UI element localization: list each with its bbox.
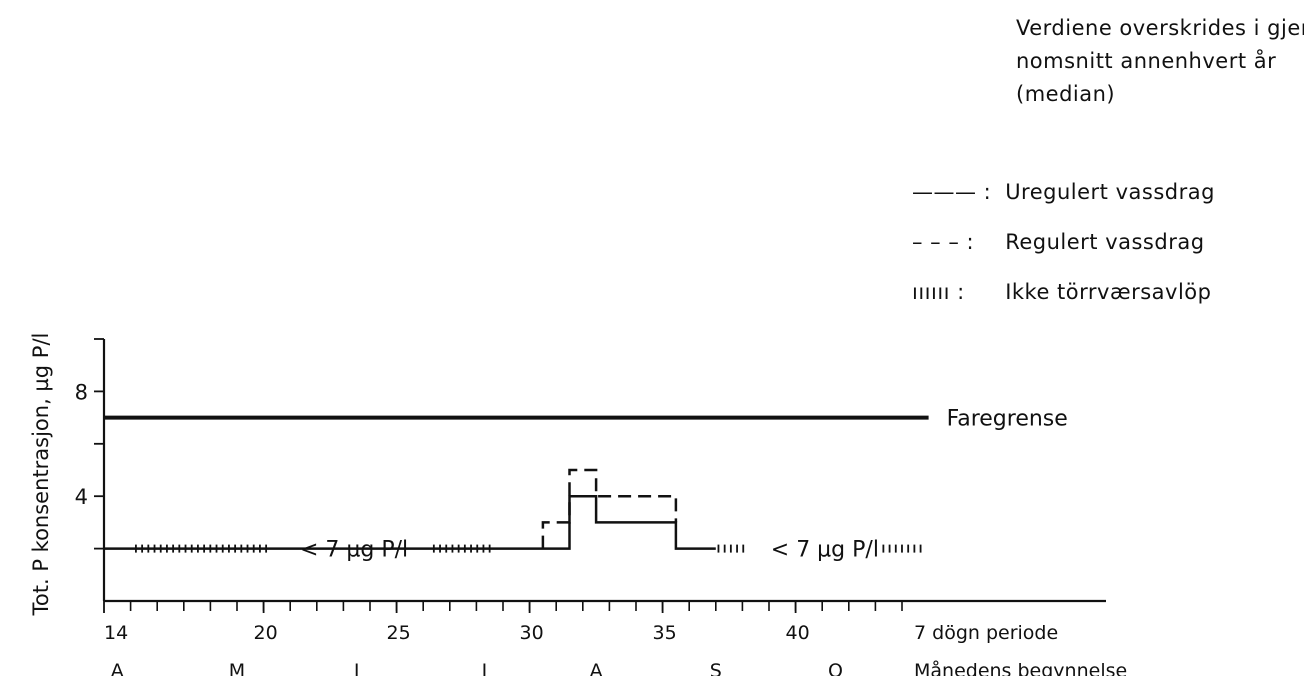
month-label: J (353, 660, 360, 676)
median-note-line: (median) (1016, 82, 1116, 106)
legend-symbol-dotted: ıııııı : (912, 280, 965, 304)
median-note-line: nomsnitt annenhvert år (1016, 49, 1277, 73)
x-tick-label: 40 (786, 622, 810, 644)
legend-symbol-solid: ——— : (912, 180, 992, 204)
legend-item-ikke-torrvaer: ıııııı : Ikke törrværsavlöp (912, 280, 1211, 304)
month-label: M (229, 660, 245, 676)
month-label: S (710, 660, 722, 676)
legend-label: Regulert vassdrag (1005, 230, 1205, 254)
legend-item-uregulert: ——— : Uregulert vassdrag (912, 180, 1215, 204)
month-label: A (590, 660, 603, 676)
month-axis-label: Månedens begynnelse (914, 659, 1127, 676)
legend-item-regulert: – – – : Regulert vassdrag (912, 230, 1205, 254)
x-tick-label: 14 (104, 622, 128, 644)
x-tick-label: 25 (387, 622, 411, 644)
legend-label: Uregulert vassdrag (1005, 180, 1215, 204)
x-tick-label: 20 (254, 622, 278, 644)
y-tick-label: 4 (75, 485, 88, 509)
month-label: J (481, 660, 488, 676)
uregulert-series-line (104, 494, 716, 550)
faregrense-label: Faregrense (947, 407, 1068, 432)
x-tick-label: 35 (653, 622, 677, 644)
month-label: A (111, 660, 124, 676)
regulert-series-line (541, 468, 678, 549)
y-axis-label: Tot. P konsentrasjon, µg P/l (29, 333, 53, 617)
threshold-annotation: < 7 µg P/l (300, 538, 408, 563)
x-tick-label: 30 (520, 622, 544, 644)
median-note-line: Verdiene overskrides i gjen- (1016, 16, 1304, 40)
x-axis-label: 7 dögn periode (914, 622, 1058, 644)
threshold-annotation: < 7 µg P/l (771, 538, 879, 563)
legend-label: Ikke törrværsavlöp (1005, 280, 1212, 304)
legend-symbol-dashed: – – – : (912, 230, 975, 254)
month-label: O (828, 660, 843, 676)
median-note: Verdiene overskrides i gjen- nomsnitt an… (1016, 12, 1304, 111)
y-tick-label: 8 (75, 380, 88, 404)
